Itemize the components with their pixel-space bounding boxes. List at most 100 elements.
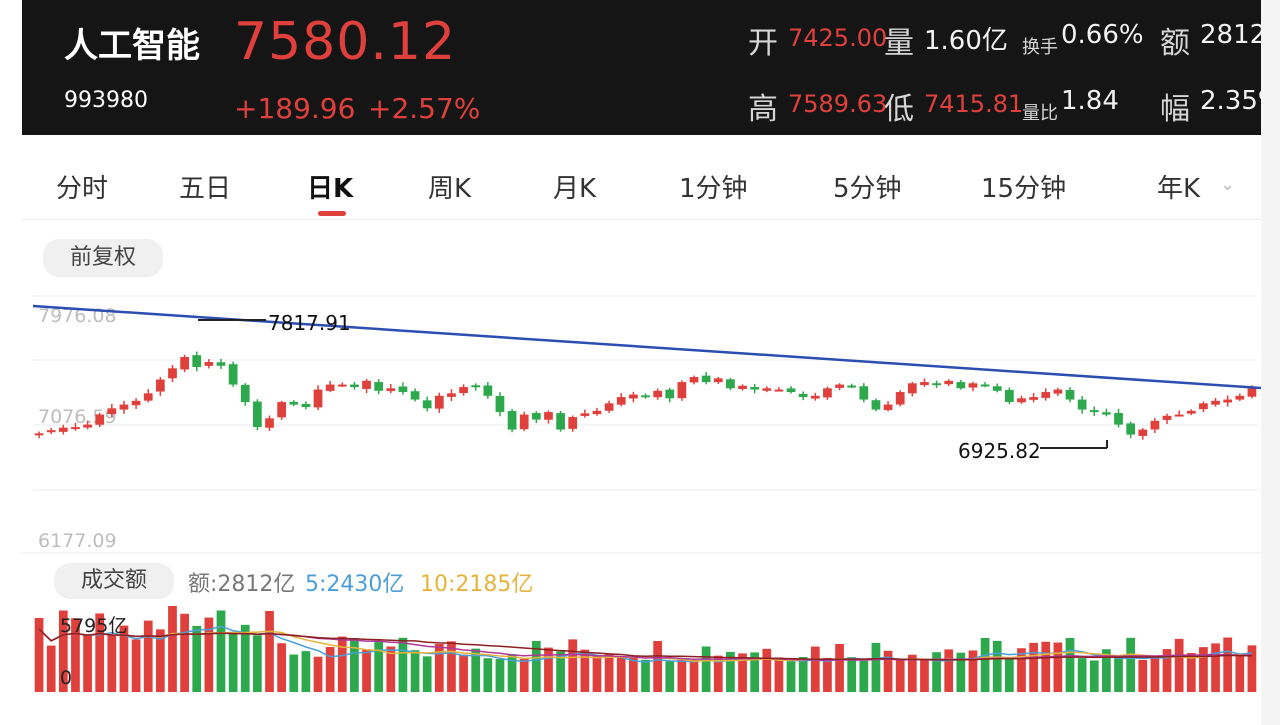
candle-body — [604, 403, 614, 411]
volume-bar — [786, 661, 796, 692]
volume-bar — [1029, 642, 1038, 692]
index-code: 993980 — [64, 88, 148, 113]
tab-monthly-k[interactable]: 月K — [553, 174, 597, 204]
volume-bar — [798, 656, 808, 692]
candle-body — [483, 385, 493, 396]
candle-body — [46, 430, 56, 433]
candle-body — [1126, 423, 1136, 435]
tab-weekly-k[interactable]: 周K — [428, 174, 472, 204]
volume-bar — [1138, 659, 1148, 692]
candle-body — [629, 394, 638, 399]
volume-bar — [592, 656, 602, 692]
volume-bar — [434, 643, 444, 692]
candle-body — [71, 427, 80, 430]
volume-bar — [471, 648, 481, 692]
tab-daily-k[interactable]: 日K — [307, 174, 354, 204]
candle-body — [774, 389, 784, 392]
candle-body — [786, 388, 796, 393]
candle-body — [1199, 403, 1208, 410]
volume-bar — [944, 649, 954, 692]
volume-bar — [968, 650, 978, 692]
volume-bar — [823, 657, 832, 692]
volume-metric-button[interactable]: 成交额 — [54, 563, 174, 599]
volume-bar — [301, 651, 311, 692]
candle-body — [325, 384, 335, 391]
volume-bar — [253, 635, 262, 692]
tab-5min[interactable]: 5分钟 — [833, 174, 902, 204]
volume-bar — [1126, 637, 1136, 692]
candle-body — [143, 393, 153, 401]
high-marker-label: 7817.91 — [268, 311, 351, 335]
tab-1min[interactable]: 1分钟 — [679, 174, 748, 204]
volume-bar — [895, 659, 905, 692]
candle-body — [1150, 420, 1160, 430]
candle-body — [798, 393, 808, 398]
candle-body — [216, 362, 226, 366]
low-label: 低 — [884, 92, 914, 127]
price-change-pct: +2.57% — [368, 92, 481, 125]
volume-bar — [1041, 641, 1051, 692]
volume-bar — [277, 643, 287, 692]
volume-bar — [46, 645, 56, 692]
volume-bar — [1102, 649, 1111, 692]
volume-bar — [192, 625, 202, 692]
candle-body — [556, 413, 565, 430]
candle-body — [374, 382, 384, 391]
candle-body — [1114, 412, 1123, 425]
volume-bar — [325, 647, 335, 692]
candle-body — [689, 377, 699, 383]
tab-15min[interactable]: 15分钟 — [981, 174, 1067, 204]
volume-bar — [1065, 637, 1075, 692]
right-scroll-edge — [1261, 0, 1280, 725]
volume-bar — [1150, 657, 1160, 692]
chart-grid — [33, 295, 1258, 491]
volume-bar — [531, 640, 541, 692]
period-tabs: 分时 五日 日K 周K 月K 1分钟 5分钟 15分钟 年K ⌄ — [22, 148, 1261, 220]
candle-body — [398, 386, 408, 393]
candle-body — [823, 388, 832, 398]
volume-bar — [665, 661, 675, 692]
candle-body — [762, 388, 772, 391]
chevron-down-icon[interactable]: ⌄ — [1220, 174, 1236, 195]
volume-bar — [1223, 637, 1233, 692]
volume-bar — [1247, 645, 1257, 692]
volume-bar — [1174, 638, 1184, 692]
candle-body — [434, 395, 444, 409]
volume-bar — [119, 625, 129, 692]
candle-body — [350, 384, 359, 388]
volume-bar — [216, 610, 226, 692]
candle-body — [677, 382, 687, 399]
volume-bar — [774, 657, 784, 692]
volume-bar — [629, 657, 638, 692]
volume-bar — [228, 631, 238, 692]
volume-bar — [616, 657, 626, 692]
open-value: 7425.00 — [788, 24, 888, 52]
tab-intraday[interactable]: 分时 — [56, 174, 109, 204]
candle-body — [107, 408, 117, 415]
candle-body — [471, 385, 481, 388]
tab-yearly-k[interactable]: 年K — [1157, 174, 1201, 204]
volume-bar — [1162, 649, 1172, 692]
candle-body — [519, 414, 529, 430]
vol-ratio-value: 1.84 — [1061, 86, 1119, 116]
adjust-mode-button[interactable]: 前复权 — [43, 239, 163, 277]
volume-bar — [762, 648, 772, 692]
open-label: 开 — [748, 26, 778, 61]
volume-bar — [483, 658, 493, 692]
tab-five-day[interactable]: 五日 — [179, 174, 232, 204]
quote-header: 人工智能 993980 7580.12 +189.96 +2.57% 开 742… — [22, 0, 1261, 135]
high-value: 7589.63 — [788, 90, 888, 118]
turnover-label: 换手 — [1022, 37, 1058, 58]
volume-bar — [507, 654, 517, 692]
volume-bar — [907, 654, 917, 692]
candle-body — [1077, 399, 1087, 410]
candle-body — [810, 395, 820, 399]
volume-bar — [313, 656, 323, 692]
candle-body — [1162, 415, 1172, 420]
candle-body — [180, 357, 189, 370]
candle-body — [313, 389, 323, 408]
candle-body — [665, 389, 675, 399]
candle-body — [155, 379, 165, 392]
volume-axis-zero: 0 — [60, 667, 72, 689]
